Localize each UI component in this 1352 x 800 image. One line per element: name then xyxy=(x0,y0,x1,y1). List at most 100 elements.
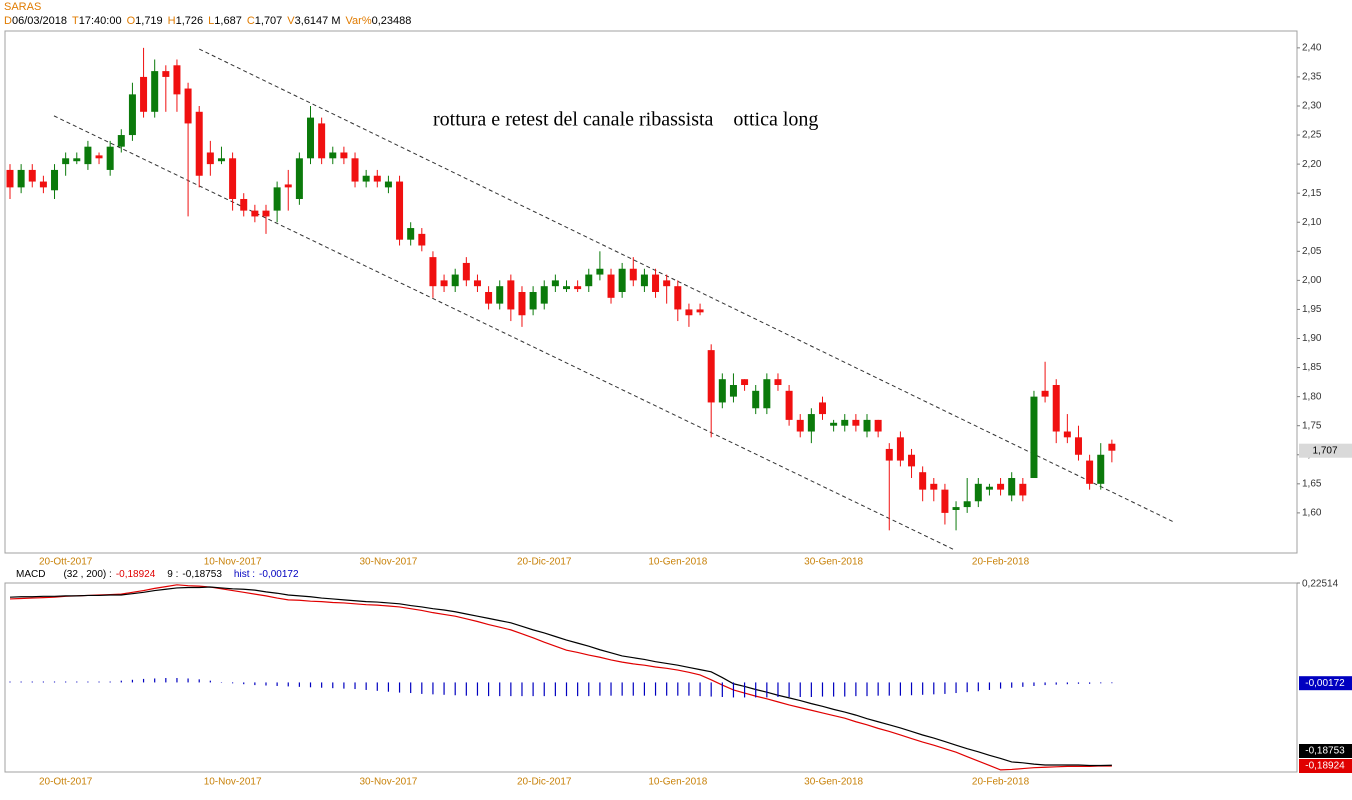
candle-body xyxy=(195,111,203,176)
last-value-label: -0,00172 xyxy=(1305,678,1345,689)
candle-body xyxy=(618,268,626,292)
candle-body xyxy=(696,309,704,313)
candle-body xyxy=(1074,437,1082,455)
last-price-label: 1,707 xyxy=(1312,445,1337,456)
legend-name: hist : xyxy=(233,569,256,580)
y-tick-label: 2,40 xyxy=(1302,42,1322,53)
quote-fields: D06/03/2018 T17:40:00 O1,719 H1,726 L1,687 C1… xyxy=(4,15,416,28)
candle-body xyxy=(1052,385,1060,432)
candle-body xyxy=(39,181,47,188)
candle-body xyxy=(1086,460,1094,484)
candle-body xyxy=(985,486,993,490)
candle-body xyxy=(741,379,749,386)
candle-body xyxy=(418,233,426,246)
field-value: 1,687 xyxy=(214,15,242,27)
legend-name: 9 : xyxy=(167,569,179,580)
y-tick-label: 2,30 xyxy=(1302,101,1322,112)
candle-body xyxy=(874,419,882,432)
candle-body xyxy=(941,489,949,513)
candle-body xyxy=(674,286,682,310)
field-value: 06/03/2018 xyxy=(11,15,68,27)
y-tick-label: 1,95 xyxy=(1302,304,1322,315)
candle-body xyxy=(1030,396,1038,479)
candle-body xyxy=(73,158,81,162)
candle-body xyxy=(551,280,559,287)
candle-body xyxy=(462,262,470,281)
x-tick-label: 10-Gen-2018 xyxy=(648,777,707,788)
y-tick-label: 0,22514 xyxy=(1302,579,1339,590)
candle-body xyxy=(51,169,59,191)
candle-body xyxy=(295,158,303,199)
candle-body xyxy=(240,198,248,211)
candle-body xyxy=(596,268,604,275)
candle-body xyxy=(273,187,281,211)
candle-body xyxy=(707,350,715,403)
candle-body xyxy=(362,175,370,182)
panel-frame xyxy=(4,30,1298,554)
y-tick-label: 2,10 xyxy=(1302,217,1322,228)
candle-body xyxy=(807,414,815,432)
candle-body xyxy=(17,169,25,188)
candle-body xyxy=(974,483,982,502)
candle-body xyxy=(1097,454,1105,484)
candle-body xyxy=(340,152,348,159)
symbol-name: SARAS xyxy=(4,1,42,13)
candle-body xyxy=(1019,483,1027,496)
candle-body xyxy=(540,286,548,304)
candle-body xyxy=(930,483,938,490)
candle-body xyxy=(106,146,114,170)
candle-body xyxy=(440,280,448,287)
y-tick-label: 1,75 xyxy=(1302,420,1322,431)
field-value: 3,6147 M xyxy=(294,15,341,27)
x-tick-label: 10-Nov-2017 xyxy=(204,777,262,788)
x-tick-label: 30-Nov-2017 xyxy=(360,557,418,568)
candle-body xyxy=(451,274,459,287)
field-value: 1,707 xyxy=(254,15,283,27)
last-value-label: -0,18924 xyxy=(1305,761,1345,772)
legend-name: (32 , 200) : xyxy=(63,569,112,580)
x-tick-label: 20-Dic-2017 xyxy=(517,777,572,788)
annotation: rottura e retest del canale ribassista o… xyxy=(433,109,818,131)
panel-frame xyxy=(4,582,1298,773)
candle-body xyxy=(607,274,615,298)
candle-body xyxy=(28,169,36,182)
legend-value: -0,00172 xyxy=(259,569,299,580)
candle-body xyxy=(1108,443,1116,451)
candle-body xyxy=(262,210,270,217)
candle-body xyxy=(62,158,70,165)
last-value-box xyxy=(1299,759,1352,773)
y-tick-label: 1,65 xyxy=(1302,478,1322,489)
candle-body xyxy=(952,507,960,510)
y-tick-label: 2,05 xyxy=(1302,246,1322,257)
x-tick-label: 30-Nov-2017 xyxy=(360,777,418,788)
candle-body xyxy=(473,280,481,287)
candle-body xyxy=(128,94,136,136)
candle-body xyxy=(1008,478,1016,496)
candle-body xyxy=(117,135,125,147)
field-key: V xyxy=(287,15,295,27)
candle-body xyxy=(384,181,392,188)
candle-body xyxy=(95,155,103,159)
candle-body xyxy=(908,454,916,467)
candle-body xyxy=(496,286,504,304)
macd-line xyxy=(9,586,1112,767)
legend-value: -0,18753 xyxy=(182,569,222,580)
candle-body xyxy=(997,483,1005,490)
candle-body xyxy=(963,501,971,508)
trendline xyxy=(198,48,1176,524)
candle-body xyxy=(729,385,737,397)
candle-body xyxy=(251,210,259,217)
candle-body xyxy=(206,152,214,165)
y-tick-label: 1,80 xyxy=(1302,391,1322,402)
candle-body xyxy=(307,117,315,159)
symbol: SARAS xyxy=(4,1,41,14)
candle-body xyxy=(585,274,593,287)
candle-body xyxy=(217,158,225,162)
candle-body xyxy=(529,292,537,310)
candle-body xyxy=(685,309,693,316)
candle-body xyxy=(351,158,359,182)
candle-body xyxy=(563,286,570,290)
y-tick-label: 2,00 xyxy=(1302,275,1322,286)
candle-body xyxy=(830,422,838,426)
